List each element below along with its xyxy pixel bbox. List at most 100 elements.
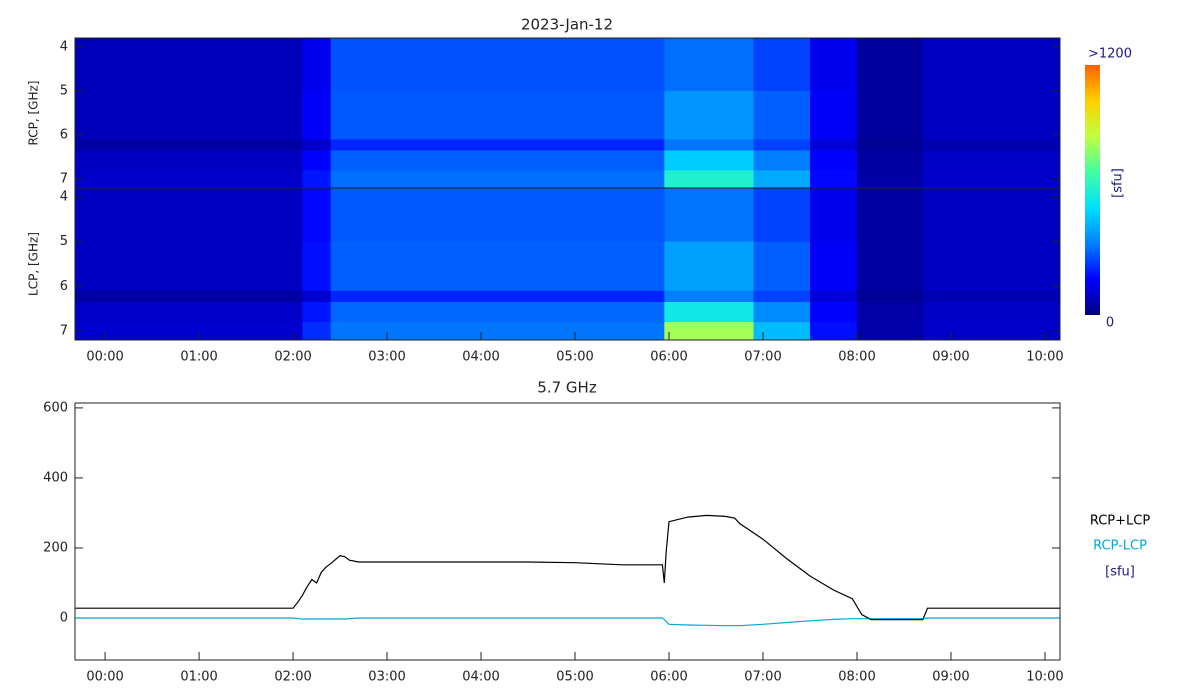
x-tick-label: 05:00	[556, 350, 593, 365]
heatmap-cell	[809, 302, 858, 323]
heatmap-cell	[856, 38, 924, 92]
heatmap-cell	[856, 188, 924, 243]
x-tick-label: 04:00	[462, 350, 499, 365]
heatmap-cell	[753, 188, 811, 243]
heatmap-cell	[856, 139, 924, 151]
y-tick-label: 6	[60, 128, 68, 143]
heatmap-cell	[753, 241, 811, 292]
heatmap-cell	[856, 290, 924, 303]
heatmap-cell	[302, 150, 332, 171]
x-tick-label: 01:00	[180, 350, 217, 365]
heatmap-cell	[664, 170, 755, 189]
heatmap-cell	[330, 38, 665, 92]
heatmap-cell	[922, 322, 1061, 341]
heatmap-cell	[330, 290, 665, 303]
heatmap-cell	[302, 38, 332, 92]
heatmap-cell	[302, 90, 332, 140]
heatmap-cell	[664, 90, 755, 140]
heatmap-cell	[75, 322, 303, 341]
legend-unit: [sfu]	[1105, 565, 1135, 580]
heatmap-cell	[922, 170, 1061, 189]
heatmap-cell	[809, 170, 858, 189]
y-tick-label: 4	[60, 189, 68, 204]
heatmap-cell	[809, 188, 858, 243]
heatmap-cell	[330, 90, 665, 140]
x-tick-label: 06:00	[650, 350, 687, 365]
heatmap-cell	[75, 188, 303, 243]
y-tick-label: 600	[43, 400, 68, 415]
heatmap-cell	[809, 290, 858, 303]
y-tick-label: 6	[60, 279, 68, 294]
heatmap-cell	[809, 241, 858, 292]
heatmap-cell	[922, 302, 1061, 323]
x-tick-label: 04:00	[462, 670, 499, 685]
heatmap-cell	[664, 150, 755, 171]
heatmap-cell	[664, 302, 755, 323]
y-tick-label: 7	[60, 324, 68, 339]
heatmap-cell	[75, 290, 303, 303]
y-axis-label: RCP, [GHz]	[27, 81, 41, 146]
heatmap-cell	[302, 139, 332, 151]
heatmap-cell	[922, 139, 1061, 151]
heatmap-cell	[856, 170, 924, 189]
y-tick-label: 7	[60, 172, 68, 187]
heatmap-cell	[75, 241, 303, 292]
plot-frame	[74, 402, 1061, 661]
y-tick-label: 5	[60, 83, 68, 98]
colorbar-label: [sfu]	[1111, 168, 1126, 198]
heatmap-cell	[330, 322, 665, 341]
y-tick-label: 5	[60, 234, 68, 249]
heatmap-cell	[664, 38, 755, 92]
heatmap-cell	[809, 150, 858, 171]
heatmap-cell	[664, 290, 755, 303]
heatmap-cell	[809, 322, 858, 341]
x-tick-label: 08:00	[838, 350, 875, 365]
panel-frame	[74, 187, 1061, 341]
heatmap-cell	[664, 188, 755, 243]
y-tick-label: 200	[43, 540, 68, 555]
heatmap-cell	[302, 290, 332, 303]
colorbar	[1085, 65, 1100, 315]
heatmap-cell	[753, 90, 811, 140]
heatmap-cell	[75, 302, 303, 323]
heatmap-cell	[330, 188, 665, 243]
colorbar-tick-label: 0	[1106, 316, 1114, 331]
y-tick-label: 400	[43, 470, 68, 485]
heatmap-cell	[753, 170, 811, 189]
heatmap-cell	[664, 322, 755, 341]
x-tick-label: 10:00	[1026, 350, 1063, 365]
heatmap-cell	[922, 90, 1061, 140]
x-tick-label: 02:00	[274, 350, 311, 365]
heatmap-cell	[856, 150, 924, 171]
y-tick-label: 4	[60, 39, 68, 54]
heatmap-cell	[330, 241, 665, 292]
x-tick-label: 07:00	[744, 670, 781, 685]
heatmap-cell	[330, 150, 665, 171]
heatmap-cell	[856, 322, 924, 341]
legend-label: RCP-LCP	[1093, 539, 1147, 554]
heatmap-cell	[75, 170, 303, 189]
heatmap-cell	[753, 150, 811, 171]
chart-title: 2023-Jan-12	[521, 16, 613, 34]
heatmap-cell	[302, 302, 332, 323]
x-tick-label: 00:00	[86, 670, 123, 685]
legend-label: RCP+LCP	[1090, 514, 1151, 529]
heatmap-cell	[856, 90, 924, 140]
colorbar-tick-label: >1200	[1088, 47, 1132, 62]
heatmap-cell	[75, 139, 303, 151]
heatmap-cell	[753, 322, 811, 341]
line-series	[75, 617, 1060, 627]
chart-title: 5.7 GHz	[537, 379, 597, 397]
x-tick-label: 00:00	[86, 350, 123, 365]
x-tick-label: 07:00	[744, 350, 781, 365]
heatmap-cell	[302, 322, 332, 341]
heatmap-cell	[753, 38, 811, 92]
heatmap-cell	[664, 241, 755, 292]
heatmap-cell	[330, 170, 665, 189]
x-tick-label: 02:00	[274, 670, 311, 685]
heatmap-cell	[809, 139, 858, 151]
heatmap-cell	[75, 150, 303, 171]
heatmap-cell	[922, 150, 1061, 171]
line-series	[75, 514, 1060, 621]
